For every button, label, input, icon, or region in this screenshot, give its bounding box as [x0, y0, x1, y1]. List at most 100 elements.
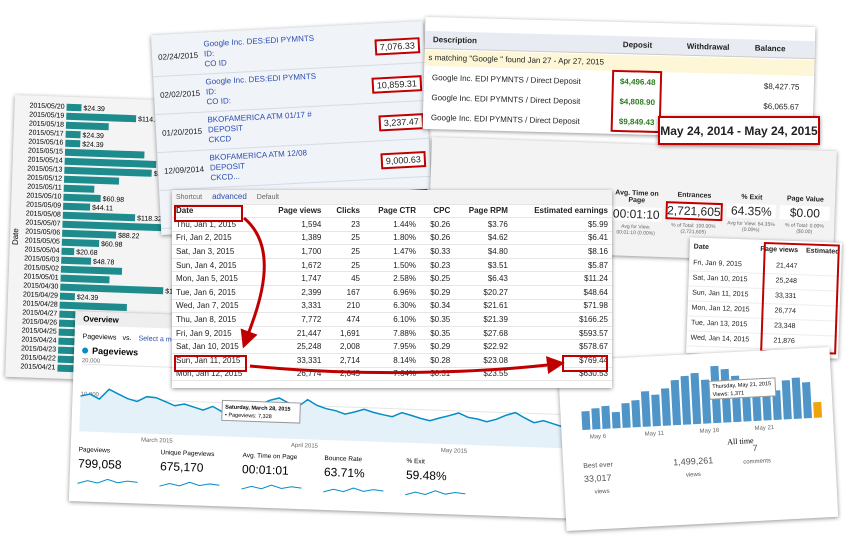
date-label: 2015/04/26 [22, 318, 57, 326]
wordpress-stats: May 6 May 11 May 16 May 21 Thursday, May 21,… [557, 346, 839, 532]
bar [66, 112, 137, 123]
column-header: CPC [419, 204, 455, 219]
bar [62, 211, 136, 222]
value-label: $24.39 [83, 105, 105, 113]
bar [63, 193, 101, 203]
x-tick-label: May 2015 [441, 448, 468, 455]
tooltip-text: Thursday, May 21, 2015 [712, 381, 771, 390]
date-label: 2015/04/23 [21, 345, 56, 353]
column-header: Balance [754, 43, 786, 54]
bar [61, 256, 92, 265]
cell: $22.92 [454, 339, 512, 355]
bar [601, 405, 611, 429]
cell: $5.99 [511, 217, 612, 232]
cell: Thu, Jan 8, 2015 [172, 312, 263, 327]
cell: Tue, Jan 6, 2015 [172, 285, 263, 300]
bar [690, 372, 702, 425]
legend-swatch [82, 347, 89, 354]
sparkline [159, 481, 220, 487]
detail: DEPOSIT [207, 123, 244, 135]
bar [640, 391, 651, 427]
toolbar-item: Default [256, 194, 279, 202]
cell: 2,714 [325, 353, 364, 368]
highlight-box [610, 69, 663, 134]
column-header: Estimated earnings [511, 204, 612, 219]
column-header: Deposit [622, 40, 653, 50]
x-tick-label: May 6 [590, 434, 607, 441]
cell: Mon, Jan 5, 2015 [172, 271, 263, 287]
value-label: $44.11 [92, 205, 113, 213]
date-label: 2015/05/14 [28, 156, 63, 164]
bar [581, 411, 591, 431]
tooltip [221, 399, 301, 424]
bar [66, 103, 82, 112]
cell: $0.26 [419, 231, 455, 246]
cell: 2,399 [262, 285, 326, 300]
cell: $0.28 [419, 353, 455, 368]
bar [791, 377, 802, 419]
cell: $0.31 [419, 367, 455, 382]
summary-sub: % of Total: 0.00% ($0.00) [784, 222, 824, 236]
bar [62, 229, 117, 239]
cell: 1,691 [325, 326, 364, 341]
row: Sat, Jan 10, 2015 25,248 2,008 7.95% $0.29 $2… [172, 339, 612, 355]
column-header: Clicks [325, 204, 364, 219]
bar [64, 148, 145, 159]
cell: 1,700 [262, 244, 326, 259]
x-tick-label: May 16 [699, 428, 720, 435]
cell: Sun, Jan 4, 2015 [172, 258, 263, 273]
summary-value: 00:01:10 [611, 206, 662, 223]
date-label: 2015/05/07 [25, 219, 60, 227]
date-label: 2015/04/27 [22, 309, 57, 317]
line [80, 388, 572, 431]
description: BKOFAMERICA ATM 12/08 [209, 148, 308, 163]
bar [63, 175, 120, 185]
cell: $769.44 [511, 353, 612, 368]
cell: $0.29 [419, 285, 455, 300]
daily-chart: Date 2015/05/20 $24.39 2015/05/19 $114.37 201… [11, 102, 191, 375]
axis-label: Date [11, 227, 21, 245]
cell: Wed, Jan 14, 2015 [686, 330, 754, 348]
select-metric: Select a metric [138, 335, 185, 344]
cell: 6.96% [363, 285, 420, 300]
description: Google Inc. EDI PYMNTS / Direct Deposit [431, 93, 581, 106]
summary-value: 64.35% [726, 203, 777, 220]
bar [802, 382, 812, 419]
date-label: 2015/05/11 [27, 183, 62, 191]
value-label: $24.39 [82, 141, 104, 149]
value-label: $88.22 [118, 233, 140, 241]
bar [611, 411, 621, 429]
bar [670, 379, 682, 426]
bar [591, 408, 601, 430]
cell: $4.62 [454, 231, 512, 246]
cell: $8.16 [511, 244, 612, 259]
cell: $23.08 [454, 353, 512, 368]
tab: Overview [83, 314, 120, 324]
date-label: 2015/05/09 [26, 201, 61, 209]
date: 01/20/2015 [161, 126, 203, 138]
cell: 2,008 [325, 339, 364, 355]
value-label: $60.98 [101, 241, 123, 249]
description: BKOFAMERICA ATM 01/17 # [207, 109, 312, 125]
metric-label: Bounce Rate [324, 455, 362, 463]
row: Fri, Jan 9, 2015 21,447 1,691 7.88% $0.35 $27… [172, 326, 612, 341]
cell: $0.35 [419, 312, 455, 327]
cell: $48.64 [511, 285, 612, 300]
row: Sun, Jan 11, 2015 33,331 2,714 8.14% $0.28 $2… [172, 353, 612, 368]
value-label: $48.78 [93, 259, 115, 267]
summary-label: Page Value [786, 195, 824, 204]
metric-label: Pageviews [79, 446, 111, 454]
cell: 25,248 [262, 339, 326, 355]
metric-select: Pageviews [82, 333, 117, 341]
header-row: Date Page views Clicks Page CTR CPC Page RPM E… [172, 204, 612, 219]
cell: 1,389 [262, 231, 326, 246]
stat: 7 [752, 443, 758, 453]
bar [59, 292, 75, 301]
toolbar-item: Shortcut [176, 194, 203, 202]
cell: 6.10% [363, 312, 420, 327]
stat: comments [743, 458, 771, 465]
detail: CKCD [208, 134, 232, 145]
summary-cell: Avg. Time on Page 00:01:10 Avg for View: 0… [608, 187, 664, 249]
row: Wed, Jan 7, 2015 3,331 210 6.30% $0.34 $21.61… [172, 299, 612, 314]
